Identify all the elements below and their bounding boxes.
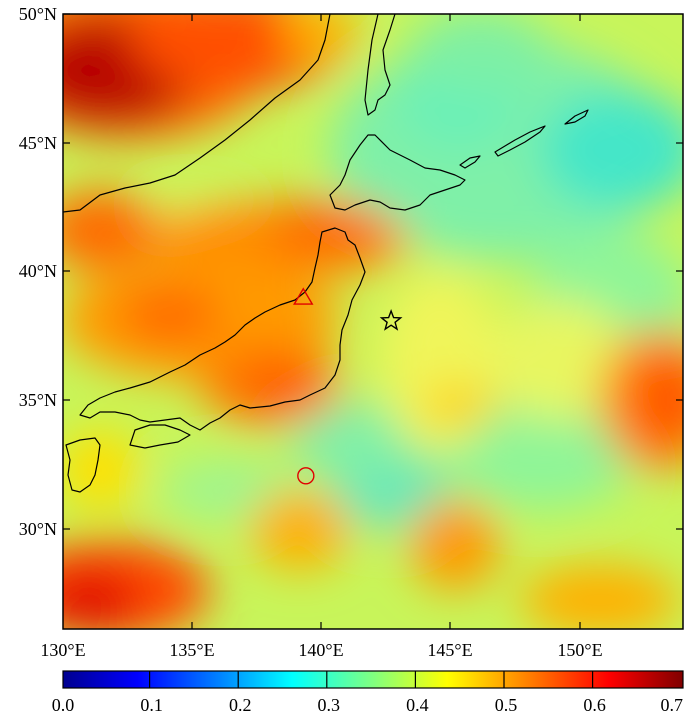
lat-label: 35°N (19, 390, 57, 410)
heat-field (63, 14, 683, 629)
colorbar-label: 0.5 (495, 695, 518, 715)
colorbar-label: 0.3 (318, 695, 341, 715)
colorbar-label: 0.7 (661, 695, 684, 715)
colorbar-gradient (62, 670, 684, 689)
lon-label: 140°E (298, 640, 343, 660)
longitude-labels: 130°E 135°E 140°E 145°E 150°E (40, 640, 602, 660)
lon-label: 145°E (427, 640, 472, 660)
colorbar-label: 0.6 (583, 695, 606, 715)
colorbar-label: 0.0 (52, 695, 75, 715)
axis-ticks (63, 13, 683, 629)
star-marker (379, 309, 403, 331)
circle-marker (297, 467, 315, 485)
coastlines (63, 14, 589, 493)
lat-label: 30°N (19, 519, 57, 539)
colorbar-label: 0.1 (140, 695, 163, 715)
lat-label: 45°N (19, 133, 57, 153)
colorbar-label: 0.4 (406, 695, 429, 715)
triangle-marker (293, 287, 314, 305)
plot-frame (62, 13, 684, 630)
colorbar-label: 0.2 (229, 695, 252, 715)
lat-label: 50°N (19, 4, 57, 24)
latitude-labels: 50°N 45°N 40°N 35°N 30°N (19, 4, 57, 539)
markers-layer (293, 287, 403, 485)
lon-label: 135°E (169, 640, 214, 660)
lon-label: 130°E (40, 640, 85, 660)
colorbar: 0.0 0.1 0.2 0.3 0.4 0.5 0.6 0.7 (52, 670, 684, 715)
lat-label: 40°N (19, 261, 57, 281)
colorbar-dividers (149, 671, 594, 688)
lon-label: 150°E (557, 640, 602, 660)
